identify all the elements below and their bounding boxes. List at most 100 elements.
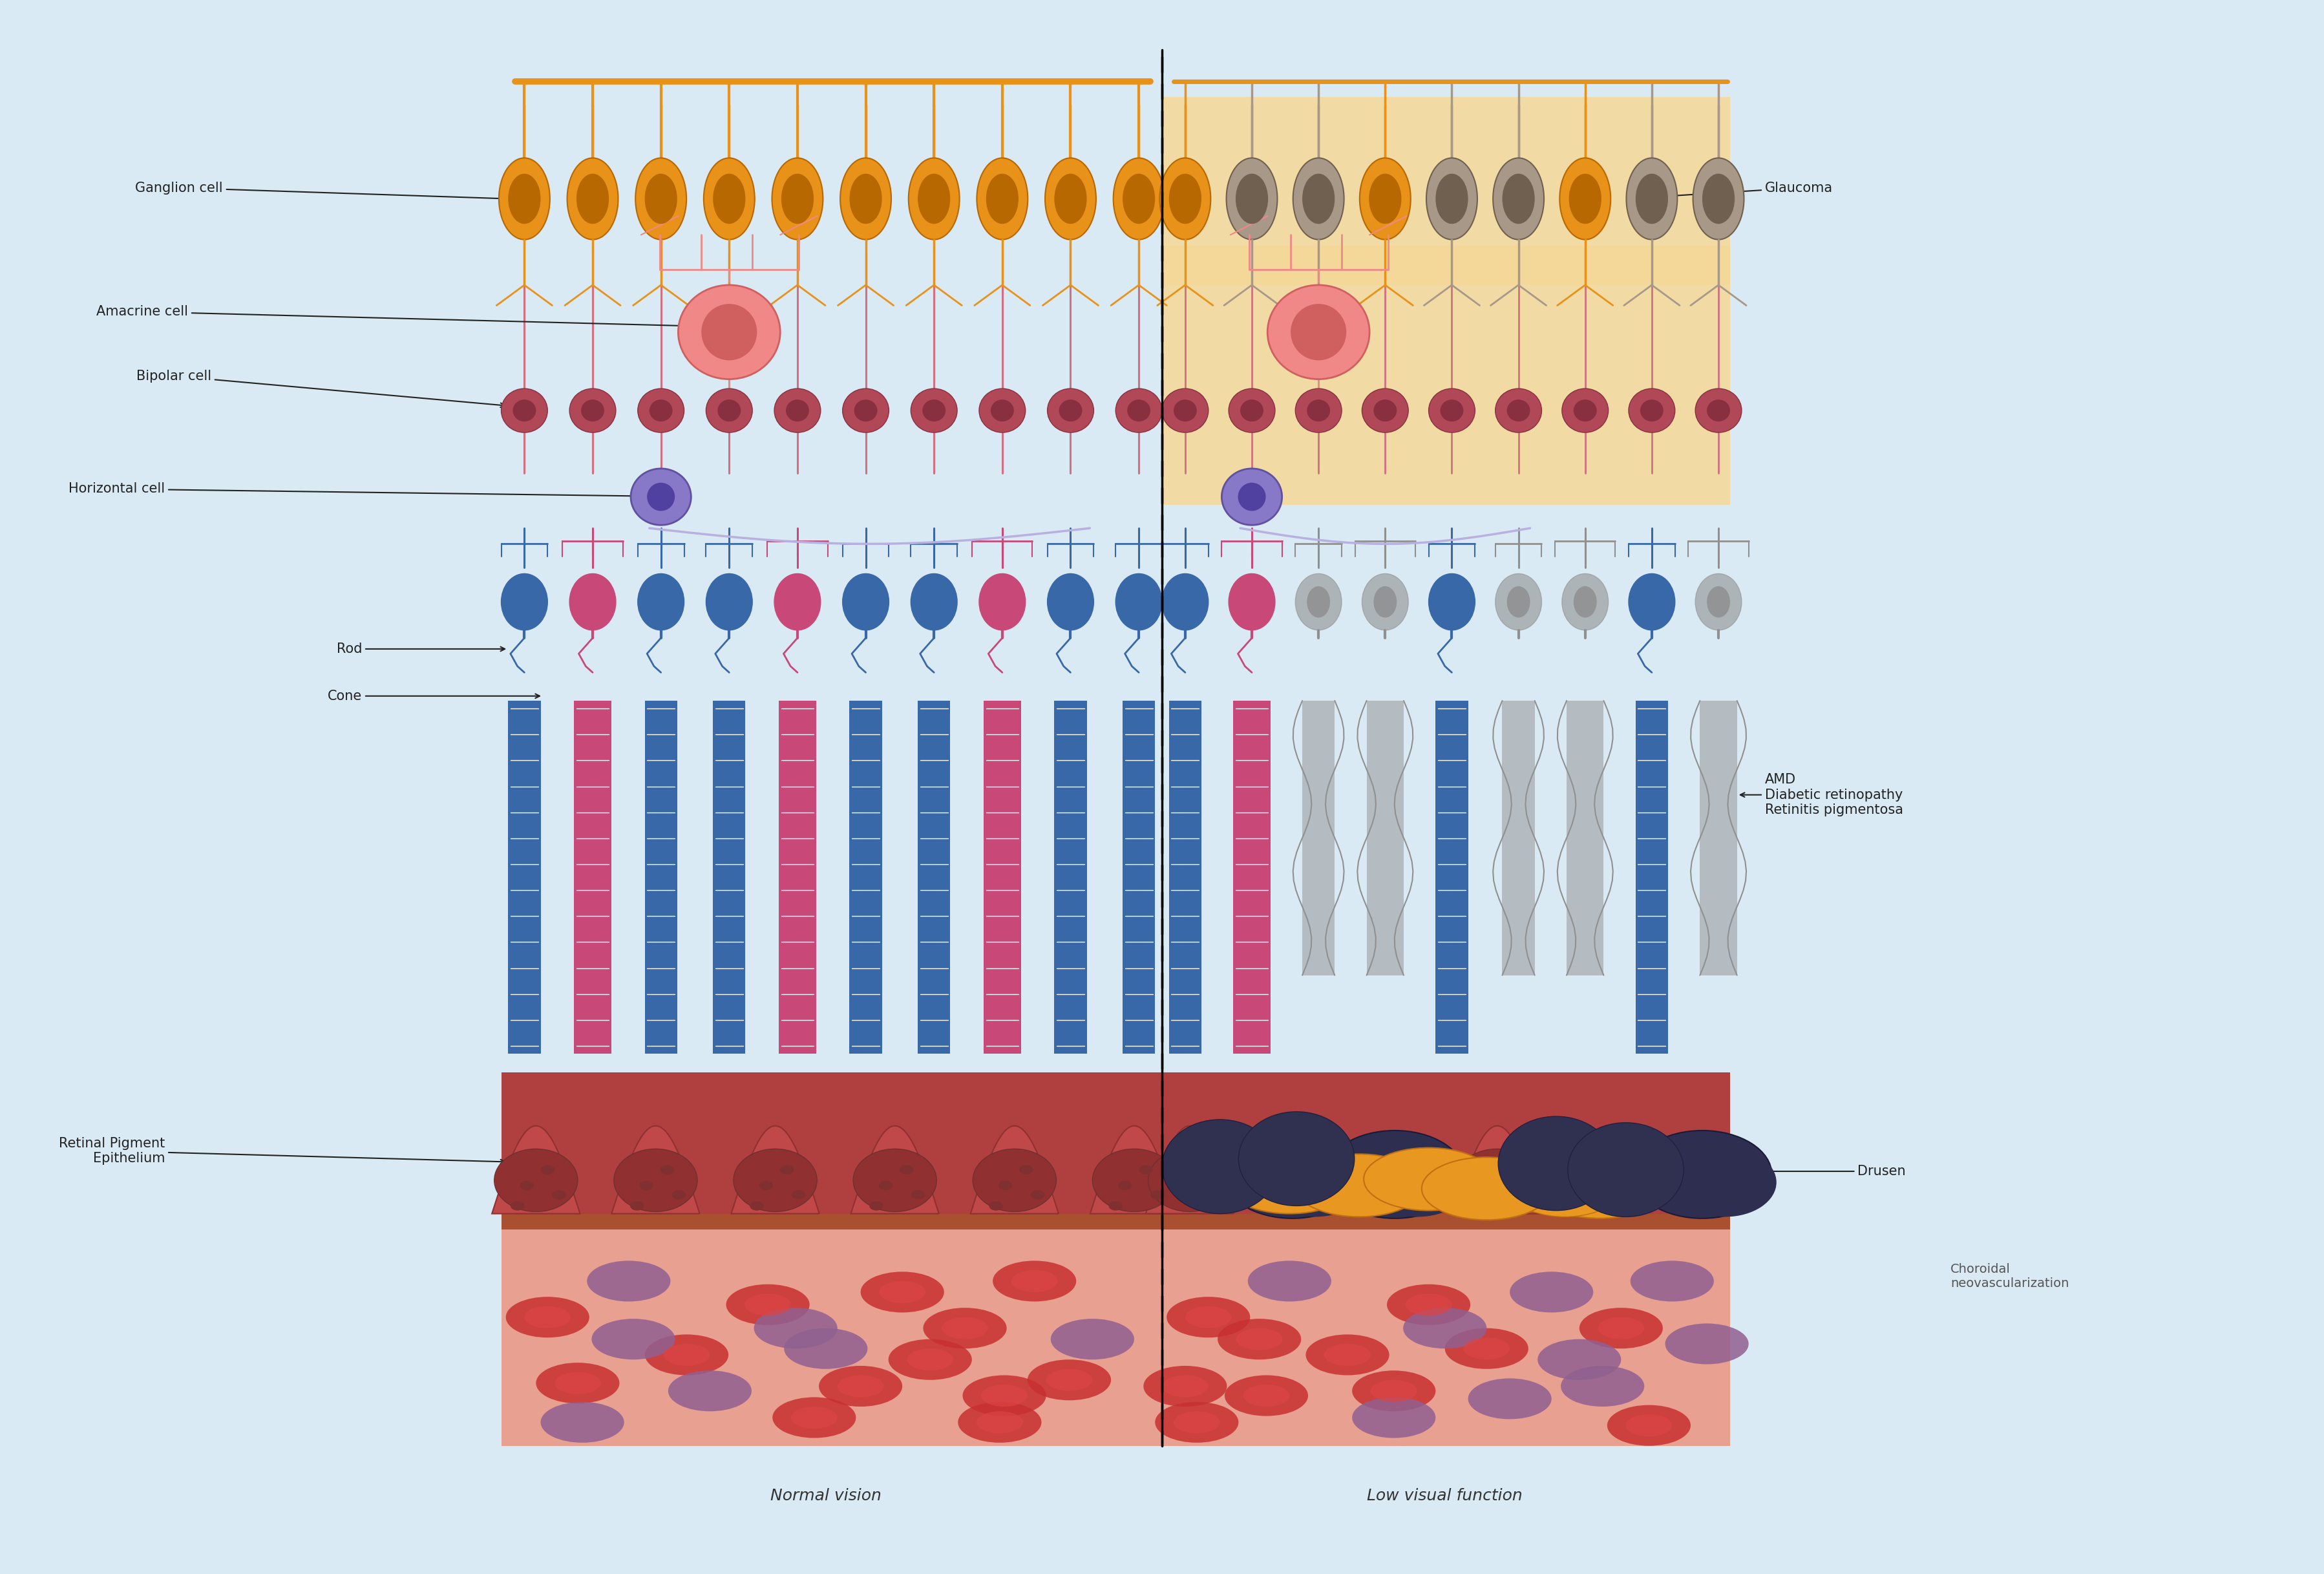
Ellipse shape [1222,469,1283,526]
Ellipse shape [1569,173,1601,224]
Ellipse shape [1109,1201,1122,1210]
Ellipse shape [725,1284,809,1325]
Ellipse shape [906,1349,953,1371]
Bar [983,700,1020,1053]
Ellipse shape [718,586,741,617]
Ellipse shape [502,389,548,433]
Ellipse shape [706,389,753,433]
Ellipse shape [1020,1165,1034,1174]
Ellipse shape [1046,157,1097,239]
Ellipse shape [1229,573,1276,630]
Ellipse shape [1373,400,1397,422]
Ellipse shape [1569,1122,1683,1217]
Bar [502,1072,1729,1214]
Ellipse shape [774,389,820,433]
Ellipse shape [521,1180,535,1190]
Text: Drusen: Drusen [1727,1165,1906,1177]
Ellipse shape [718,400,741,422]
Ellipse shape [1608,1406,1690,1447]
Polygon shape [611,1125,700,1214]
Ellipse shape [1706,586,1729,617]
Ellipse shape [1236,1328,1283,1350]
Ellipse shape [567,157,618,239]
Ellipse shape [1050,1319,1134,1360]
Ellipse shape [672,1190,686,1199]
Ellipse shape [818,1366,902,1407]
Ellipse shape [992,1261,1076,1302]
Polygon shape [493,1125,581,1214]
Text: Glaucoma: Glaucoma [1629,181,1834,200]
Ellipse shape [1290,304,1346,360]
Ellipse shape [1027,1360,1111,1401]
Ellipse shape [1387,1284,1471,1325]
Ellipse shape [1046,1369,1092,1391]
Ellipse shape [1641,586,1664,617]
Text: Low visual function: Low visual function [1367,1489,1522,1503]
Text: Bipolar cell: Bipolar cell [137,370,504,408]
Ellipse shape [525,1306,572,1328]
Ellipse shape [581,400,604,422]
Bar [851,700,883,1053]
Bar [1367,700,1404,976]
Ellipse shape [1559,157,1611,239]
Ellipse shape [1694,389,1741,433]
Ellipse shape [555,1373,602,1395]
Ellipse shape [1118,1180,1132,1190]
Polygon shape [1146,1125,1234,1214]
Ellipse shape [1441,400,1464,422]
Ellipse shape [702,304,758,360]
Ellipse shape [1562,389,1608,433]
Ellipse shape [1292,157,1343,239]
Ellipse shape [1060,586,1083,617]
Ellipse shape [639,1180,653,1190]
Ellipse shape [667,1371,751,1412]
Ellipse shape [1218,1319,1301,1360]
Ellipse shape [1116,389,1162,433]
Ellipse shape [1306,1335,1390,1376]
Ellipse shape [1241,400,1264,422]
Ellipse shape [1494,573,1541,630]
Ellipse shape [630,469,690,526]
Ellipse shape [1469,1379,1552,1420]
Ellipse shape [1634,1130,1771,1218]
Ellipse shape [706,573,753,630]
Ellipse shape [514,586,537,617]
Ellipse shape [918,173,951,224]
Ellipse shape [1627,157,1678,239]
Ellipse shape [909,157,960,239]
Ellipse shape [1367,1147,1469,1217]
Ellipse shape [1174,400,1197,422]
Ellipse shape [772,157,823,239]
Ellipse shape [1127,400,1150,422]
Ellipse shape [781,173,813,224]
Polygon shape [1452,1125,1541,1214]
Bar [509,700,541,1053]
Ellipse shape [941,1317,988,1339]
Ellipse shape [772,1398,855,1439]
Ellipse shape [911,1190,925,1199]
Ellipse shape [1306,586,1329,617]
Ellipse shape [1225,1151,1355,1214]
Ellipse shape [1406,1294,1452,1316]
Ellipse shape [1241,586,1264,617]
Ellipse shape [1048,389,1095,433]
Ellipse shape [1162,1119,1278,1214]
Ellipse shape [1122,173,1155,224]
Ellipse shape [1436,173,1469,224]
Ellipse shape [990,400,1013,422]
Ellipse shape [1162,573,1208,630]
Ellipse shape [553,1190,567,1199]
Ellipse shape [1229,389,1276,433]
Ellipse shape [1429,573,1476,630]
Ellipse shape [576,173,609,224]
Ellipse shape [1506,1154,1622,1217]
Ellipse shape [569,573,616,630]
Bar [1055,700,1088,1053]
Ellipse shape [541,1402,625,1443]
Ellipse shape [509,173,541,224]
Bar [1162,98,1729,285]
Text: Rod: Rod [337,642,504,655]
Ellipse shape [753,1308,837,1349]
Ellipse shape [855,586,878,617]
Text: AMD
Diabetic retinopathy
Retinitis pigmentosa: AMD Diabetic retinopathy Retinitis pigme… [1741,773,1903,817]
